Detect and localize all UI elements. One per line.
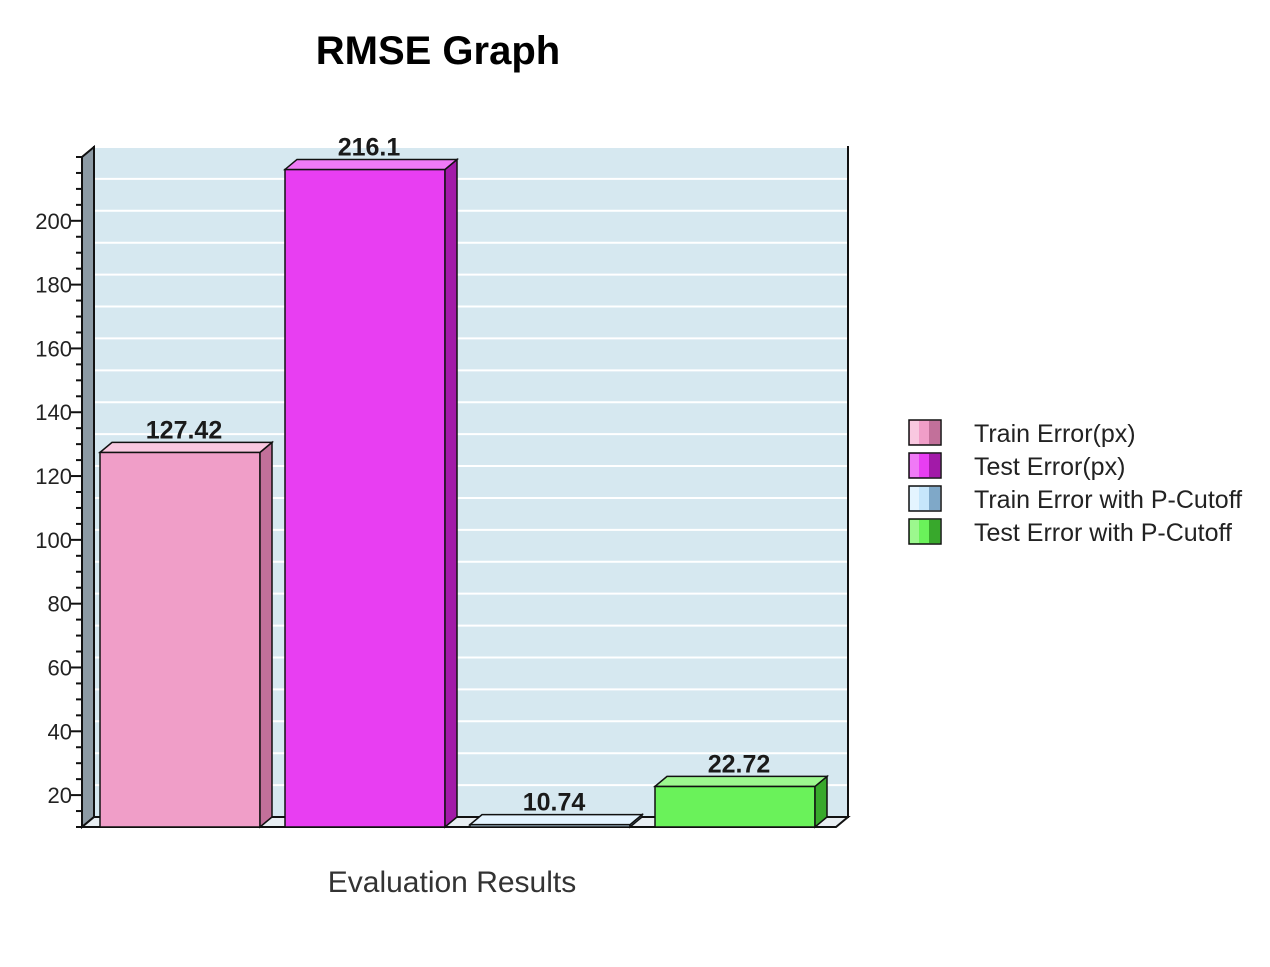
data-label: 22.72 <box>708 750 771 778</box>
legend-label: Test Error(px) <box>974 453 1125 481</box>
bar-top <box>282 158 460 171</box>
y-tick-label: 180 <box>35 273 72 298</box>
bar-top <box>467 813 645 826</box>
y-tick-label: 160 <box>35 336 72 361</box>
legend-item: Test Error with P-Cutoff <box>908 518 1232 547</box>
bar-top <box>97 441 275 454</box>
legend-label: Train Error with P-Cutoff <box>974 486 1242 514</box>
bar-side <box>259 440 273 829</box>
data-labels: 127.42 216.1 10.74 22.72 <box>146 133 771 816</box>
legend-swatch-shade <box>929 421 940 444</box>
y-tick-label: 80 <box>48 592 72 617</box>
left-wall <box>81 144 95 830</box>
legend: Train Error(px) Test Error(px) Train Error… <box>908 419 1242 547</box>
bar-front <box>654 785 816 828</box>
legend-swatch-shade <box>929 520 940 543</box>
legend-swatch-shade <box>929 454 940 477</box>
legend-swatch-shade <box>929 487 940 510</box>
data-label: 10.74 <box>523 789 586 817</box>
legend-label: Test Error with P-Cutoff <box>974 519 1232 547</box>
data-label: 127.42 <box>146 416 222 444</box>
y-tick-label: 100 <box>35 528 72 553</box>
y-tick-label: 120 <box>35 464 72 489</box>
bar <box>467 813 645 829</box>
legend-swatch-highlight <box>910 421 919 444</box>
legend-swatch-highlight <box>910 487 919 510</box>
bar <box>97 440 275 829</box>
bar <box>282 157 460 829</box>
bar <box>652 774 830 829</box>
bar-front <box>284 168 446 828</box>
y-tick-label: 20 <box>48 783 72 808</box>
bars <box>97 157 830 829</box>
legend-item: Test Error(px) <box>908 452 1125 481</box>
y-tick-label: 40 <box>48 719 72 744</box>
data-label: 216.1 <box>338 133 401 161</box>
legend-item: Train Error(px) <box>908 419 1136 448</box>
bar-side <box>444 157 458 829</box>
y-tick-label: 60 <box>48 655 72 680</box>
y-axis: 20 40 60 80 100 120 140 160 180 200 <box>35 156 82 828</box>
legend-swatch-highlight <box>910 454 919 477</box>
bar-front <box>99 451 261 828</box>
y-tick-label: 140 <box>35 400 72 425</box>
legend-item: Train Error with P-Cutoff <box>908 485 1242 514</box>
chart-title: RMSE Graph <box>316 29 560 73</box>
bar-top <box>652 775 830 788</box>
x-axis-label: Evaluation Results <box>328 866 576 899</box>
legend-swatch-highlight <box>910 520 919 543</box>
legend-label: Train Error(px) <box>974 420 1136 448</box>
y-tick-label: 200 <box>35 209 72 234</box>
